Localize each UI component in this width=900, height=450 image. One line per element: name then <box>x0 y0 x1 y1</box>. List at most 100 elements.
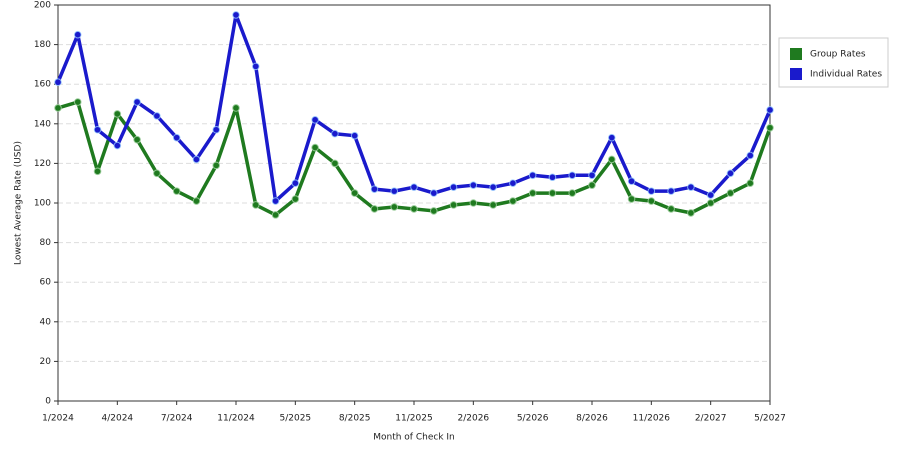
data-point <box>331 159 339 168</box>
x-tick-label: 8/2026 <box>576 414 608 424</box>
data-point <box>93 125 102 134</box>
data-point <box>687 183 695 191</box>
x-tick-label: 2/2026 <box>457 414 489 424</box>
data-point <box>489 201 497 209</box>
data-point <box>667 205 675 213</box>
data-point <box>54 78 62 87</box>
x-tick-label: 5/2025 <box>279 414 311 424</box>
data-point <box>370 185 379 193</box>
data-point <box>133 98 141 106</box>
data-point <box>390 203 399 211</box>
data-point <box>509 179 517 187</box>
y-tick-label: 0 <box>45 397 51 407</box>
data-point <box>726 169 735 178</box>
data-point <box>588 171 596 180</box>
data-point <box>370 205 379 213</box>
x-tick-label: 5/2026 <box>517 414 549 424</box>
data-point <box>627 177 636 186</box>
x-tick-label: 8/2025 <box>339 414 371 424</box>
x-tick-label: 11/2025 <box>395 414 432 424</box>
data-point <box>687 209 695 217</box>
data-point <box>133 135 141 144</box>
data-point <box>350 131 359 140</box>
data-point <box>93 167 102 176</box>
series-line <box>57 100 772 217</box>
data-point <box>54 104 62 112</box>
y-tick-label: 60 <box>40 278 52 288</box>
data-point <box>588 181 596 189</box>
data-point <box>331 129 339 138</box>
data-point <box>548 189 557 197</box>
data-point <box>568 189 577 197</box>
data-point <box>153 112 161 120</box>
data-point <box>251 201 260 209</box>
legend-label: Group Rates <box>810 50 866 60</box>
data-point <box>726 189 735 197</box>
data-point <box>153 169 161 178</box>
legend-swatch <box>790 48 802 60</box>
data-point <box>291 179 300 187</box>
data-point <box>271 197 280 205</box>
data-point <box>746 179 755 187</box>
data-point <box>766 123 774 132</box>
data-point <box>271 211 280 219</box>
data-point <box>311 143 319 152</box>
data-point <box>311 116 319 124</box>
data-point <box>429 207 438 215</box>
data-point <box>192 197 201 205</box>
data-point <box>706 191 715 199</box>
data-point <box>410 183 418 191</box>
data-point <box>232 11 240 19</box>
data-point <box>706 199 715 207</box>
data-point <box>172 187 181 195</box>
data-point <box>251 62 260 71</box>
series-line <box>56 13 772 203</box>
data-point <box>291 195 300 203</box>
y-tick-label: 120 <box>34 159 51 169</box>
data-point <box>449 183 458 191</box>
data-point <box>647 197 656 205</box>
x-axis-label: Month of Check In <box>373 433 455 443</box>
y-tick-label: 80 <box>40 238 52 248</box>
x-tick-label: 7/2024 <box>161 414 193 424</box>
data-point <box>429 189 438 197</box>
data-point <box>647 187 656 195</box>
data-point <box>212 125 221 134</box>
data-point <box>449 201 458 209</box>
data-point <box>627 195 636 203</box>
y-axis-label: Lowest Average Rate (USD) <box>14 141 24 265</box>
x-tick-label: 1/2024 <box>42 414 74 424</box>
y-tick-label: 200 <box>34 1 51 11</box>
x-tick-label: 11/2026 <box>633 414 671 424</box>
y-tick-label: 40 <box>40 317 52 327</box>
data-point <box>350 189 359 197</box>
data-point <box>766 106 774 114</box>
x-tick-label: 2/2027 <box>695 414 727 424</box>
data-point <box>469 199 478 207</box>
data-point <box>667 187 675 195</box>
data-point <box>568 171 577 180</box>
data-point <box>192 155 201 164</box>
data-point <box>746 151 755 160</box>
y-tick-label: 100 <box>34 199 51 209</box>
legend-swatch <box>790 68 802 80</box>
legend-label: Individual Rates <box>810 70 882 80</box>
data-point <box>528 171 537 180</box>
data-point <box>548 173 557 182</box>
data-point <box>528 189 537 197</box>
data-point <box>73 98 82 106</box>
data-point <box>212 161 221 170</box>
data-point <box>113 141 122 150</box>
x-tick-label: 5/2027 <box>754 414 786 424</box>
y-tick-label: 140 <box>34 119 51 129</box>
y-tick-label: 20 <box>40 357 52 367</box>
data-point <box>172 133 181 142</box>
data-point <box>509 197 517 205</box>
data-point <box>410 205 418 213</box>
y-tick-label: 160 <box>34 80 51 90</box>
data-point <box>113 110 122 118</box>
data-point <box>390 187 399 195</box>
data-point <box>607 155 616 164</box>
